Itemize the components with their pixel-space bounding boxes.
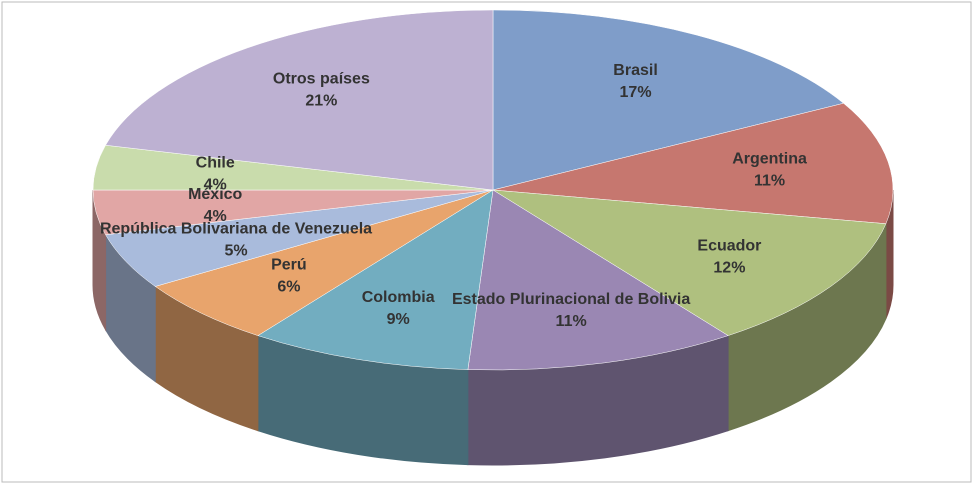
slice-label: México	[188, 186, 242, 203]
slice	[492, 9, 845, 191]
slice	[154, 189, 494, 336]
slice-value-label: 11%	[556, 313, 587, 330]
slice	[467, 189, 729, 371]
slice-label: Brasil	[613, 62, 657, 79]
slice-value-label: 9%	[387, 311, 410, 328]
slice-label: República Bolivariana de Venezuela	[100, 220, 372, 237]
slice-label: Otros países	[273, 71, 370, 88]
slice-value-label: 12%	[713, 260, 745, 277]
slice-label: Ecuador	[697, 238, 761, 255]
slice-value-label: 11%	[754, 173, 785, 190]
slice-value-label: 5%	[224, 242, 247, 259]
slice-value-label: 6%	[277, 278, 300, 295]
slice-value-label: 4%	[204, 208, 227, 225]
slice-value-label: 4%	[204, 176, 227, 193]
slice	[105, 9, 494, 191]
slice-label: Argentina	[732, 151, 807, 168]
slice-label: Estado Plurinacional de Bolivia	[452, 291, 690, 308]
slice-label: Perú	[271, 256, 307, 273]
slice-label: Chile	[196, 154, 235, 171]
slice	[492, 103, 894, 224]
slice	[492, 189, 887, 336]
slice-value-label: 17%	[620, 84, 652, 101]
slice	[257, 189, 494, 370]
slice-value-label: 21%	[305, 93, 337, 110]
slice-label: Colombia	[362, 289, 435, 306]
